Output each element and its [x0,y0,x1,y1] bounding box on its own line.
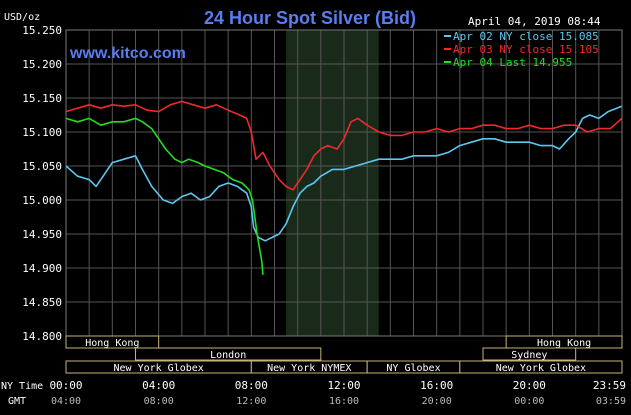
session-label: London [210,350,246,361]
y-tick-label: 14.850 [22,296,62,309]
y-tick-label: 15.100 [22,126,62,139]
x-tick-label-gmt: 03:59 [596,396,626,407]
timestamp: April 04, 2019 08:44 [468,15,601,28]
x-tick-label-ny: 12:00 [327,379,360,392]
x-tick-label-gmt: 12:00 [236,396,266,407]
session-label: New York NYMEX [267,363,351,374]
session-label: NY Globex [386,363,440,374]
legend-entry: Apr 02 NY close 15.085 [453,30,599,43]
plot-border [65,29,623,337]
y-tick-label: 15.050 [22,160,62,173]
axis-layer: 15.250 15.200 15.150 15.100 15.050 15.000 14.9… [22,24,626,407]
ny-time-label: NY Time [1,381,43,392]
session-bar [459,360,623,374]
x-tick-label-ny: 08:00 [235,379,268,392]
session-label: Hong Kong [537,338,591,349]
x-tick-label-gmt: 00:00 [514,396,544,407]
session-bar [135,347,322,361]
session-label: Sydney [511,350,547,361]
x-tick-label-gmt: 04:00 [51,396,81,407]
session-bar [482,347,577,361]
session-label: New York Globex [114,363,204,374]
legend-entry: Apr 03 NY close 15.105 [453,43,599,56]
x-tick-label-ny: 20:00 [513,379,546,392]
y-tick-label: 15.200 [22,58,62,71]
highlight-window [286,30,379,336]
series-line-2 [65,117,264,275]
series-layer [65,100,623,275]
x-tick-label-gmt: 08:00 [144,396,174,407]
y-tick-label: 14.900 [22,262,62,275]
series-line-1 [65,100,623,191]
session-bar [65,335,160,349]
series-line-0 [65,105,623,242]
x-tick-label-gmt: 16:00 [329,396,359,407]
website-label: www.kitco.com [69,45,186,62]
x-tick-label-ny: 04:00 [142,379,175,392]
y-tick-label: 15.250 [22,24,62,37]
chart-title: 24 Hour Spot Silver (Bid) [204,8,416,28]
session-label: New York Globex [496,363,586,374]
gmt-label: GMT [8,396,26,407]
y-tick-label: 15.150 [22,92,62,105]
legend-entry: Apr 04 Last 14.955 [453,56,572,69]
y-tick-label: 14.800 [22,330,62,343]
x-tick-label-gmt: 20:00 [422,396,452,407]
y-tick-label: 15.000 [22,194,62,207]
y-axis-label: USD/oz [4,12,40,23]
session-label: Hong Kong [85,338,139,349]
sessions: Hong Kong London New York Globex New York N… [65,335,623,374]
x-tick-label-ny: 00:00 [49,379,82,392]
x-tick-label-ny: 16:00 [420,379,453,392]
x-tick-label-ny: 23:59 [593,379,626,392]
y-tick-label: 14.950 [22,228,62,241]
highlight-band [286,30,379,336]
